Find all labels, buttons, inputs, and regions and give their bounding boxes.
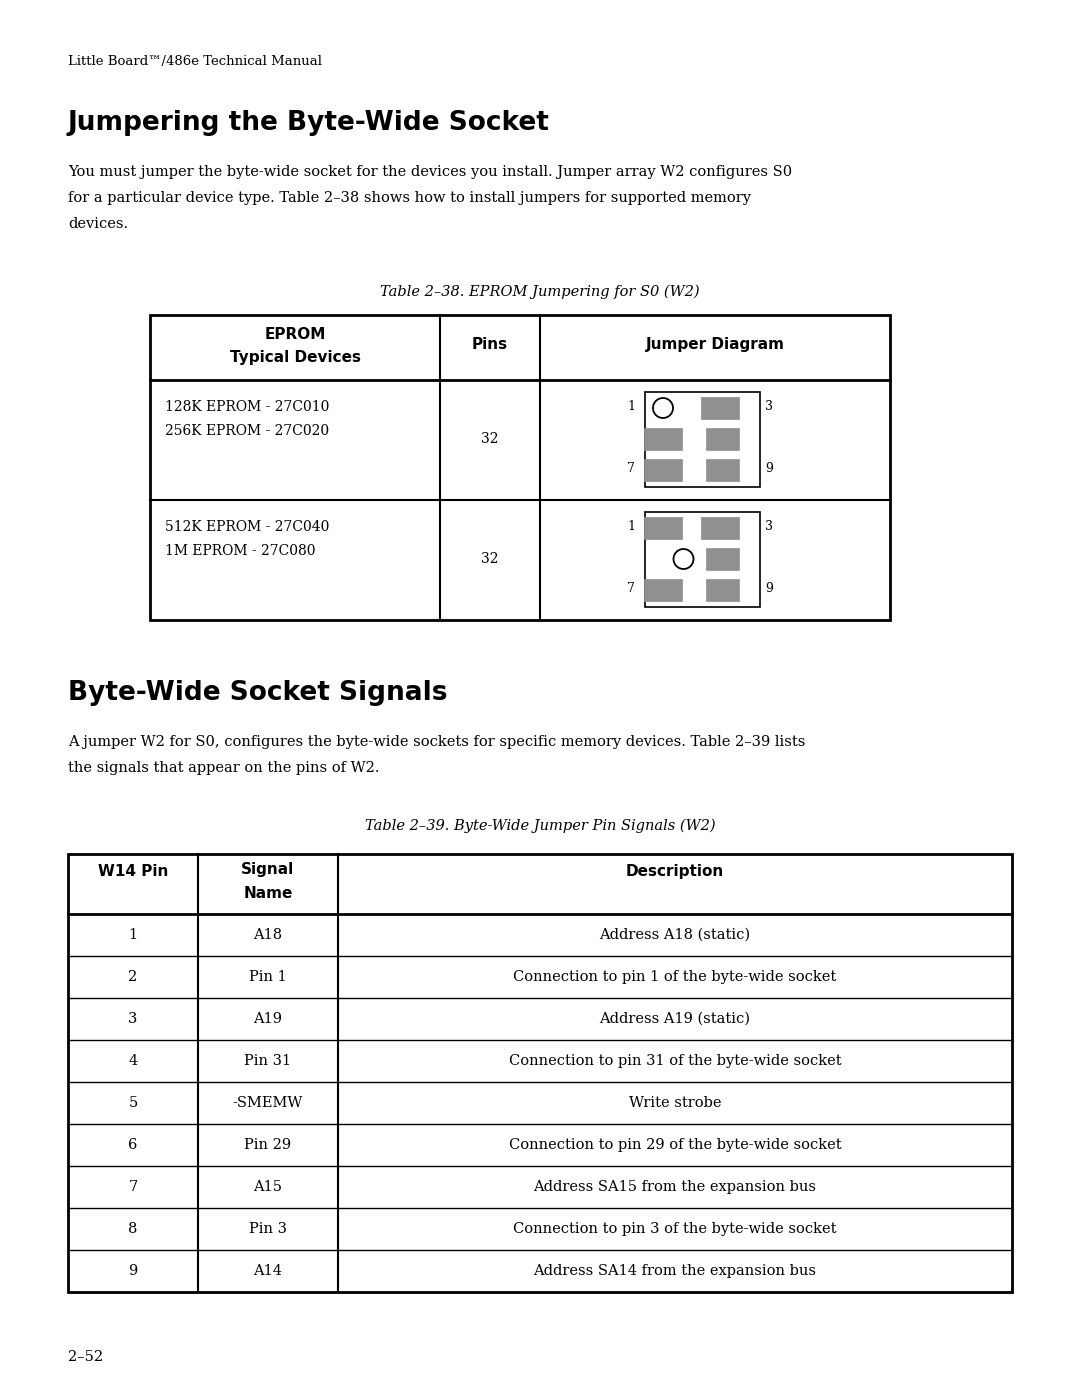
Text: 2: 2 — [129, 970, 137, 983]
Text: 128K EPROM - 27C010: 128K EPROM - 27C010 — [165, 400, 329, 414]
Text: Address SA15 from the expansion bus: Address SA15 from the expansion bus — [534, 1180, 816, 1194]
Text: Connection to pin 31 of the byte-wide socket: Connection to pin 31 of the byte-wide so… — [509, 1053, 841, 1067]
Text: You must jumper the byte-wide socket for the devices you install. Jumper array W: You must jumper the byte-wide socket for… — [68, 165, 792, 179]
Text: 1M EPROM - 27C080: 1M EPROM - 27C080 — [165, 543, 315, 557]
Text: Connection to pin 29 of the byte-wide socket: Connection to pin 29 of the byte-wide so… — [509, 1139, 841, 1153]
Text: A19: A19 — [254, 1011, 283, 1025]
Text: A18: A18 — [254, 928, 283, 942]
Text: devices.: devices. — [68, 217, 129, 231]
Bar — [150, 314, 890, 620]
Text: 9: 9 — [129, 1264, 137, 1278]
Text: Byte-Wide Socket Signals: Byte-Wide Socket Signals — [68, 680, 447, 705]
Text: 5: 5 — [129, 1097, 137, 1111]
Text: the signals that appear on the pins of W2.: the signals that appear on the pins of W… — [68, 761, 379, 775]
Circle shape — [674, 549, 693, 569]
Text: W14 Pin: W14 Pin — [98, 863, 168, 879]
Bar — [644, 460, 681, 481]
Bar — [645, 393, 760, 488]
Text: Table 2–38. EPROM Jumpering for S0 (W2): Table 2–38. EPROM Jumpering for S0 (W2) — [380, 285, 700, 299]
Text: 8: 8 — [129, 1222, 137, 1236]
Text: Little Board™/486e Technical Manual: Little Board™/486e Technical Manual — [68, 54, 322, 68]
Text: 3: 3 — [765, 401, 773, 414]
Text: Address A18 (static): Address A18 (static) — [599, 928, 751, 942]
Text: Jumper Diagram: Jumper Diagram — [646, 337, 784, 352]
Text: Table 2–39. Byte-Wide Jumper Pin Signals (W2): Table 2–39. Byte-Wide Jumper Pin Signals… — [365, 819, 715, 834]
Bar — [644, 517, 681, 539]
Text: Pin 3: Pin 3 — [249, 1222, 287, 1236]
Text: Write strobe: Write strobe — [629, 1097, 721, 1111]
Text: Jumpering the Byte-Wide Socket: Jumpering the Byte-Wide Socket — [68, 110, 550, 136]
Text: Signal: Signal — [241, 862, 295, 877]
Text: Address A19 (static): Address A19 (static) — [599, 1011, 751, 1025]
Circle shape — [653, 398, 673, 418]
Bar — [706, 460, 739, 481]
Text: Pin 29: Pin 29 — [244, 1139, 292, 1153]
Bar — [644, 578, 681, 601]
Text: 1: 1 — [627, 521, 635, 534]
Bar — [706, 578, 739, 601]
Text: 512K EPROM - 27C040: 512K EPROM - 27C040 — [165, 520, 329, 534]
Text: Typical Devices: Typical Devices — [229, 351, 361, 365]
Text: for a particular device type. Table 2–38 shows how to install jumpers for suppor: for a particular device type. Table 2–38… — [68, 191, 751, 205]
Text: EPROM: EPROM — [265, 327, 326, 342]
Text: 9: 9 — [765, 583, 773, 595]
Text: Name: Name — [243, 886, 293, 901]
Text: 3: 3 — [765, 521, 773, 534]
Text: 32: 32 — [482, 552, 499, 566]
Text: Pin 1: Pin 1 — [249, 970, 287, 983]
Text: 2–52: 2–52 — [68, 1350, 103, 1363]
Bar — [701, 397, 739, 419]
Text: 4: 4 — [129, 1053, 137, 1067]
Text: A15: A15 — [254, 1180, 283, 1194]
Text: Description: Description — [626, 863, 724, 879]
Text: 7: 7 — [627, 462, 635, 475]
Text: 1: 1 — [129, 928, 137, 942]
Text: 7: 7 — [627, 583, 635, 595]
Text: 256K EPROM - 27C020: 256K EPROM - 27C020 — [165, 425, 329, 439]
Text: 3: 3 — [129, 1011, 137, 1025]
Text: 7: 7 — [129, 1180, 137, 1194]
Text: 1: 1 — [627, 401, 635, 414]
Bar — [645, 511, 760, 608]
Bar — [644, 427, 681, 450]
Text: Pins: Pins — [472, 337, 508, 352]
Text: 9: 9 — [765, 462, 773, 475]
Text: Connection to pin 1 of the byte-wide socket: Connection to pin 1 of the byte-wide soc… — [513, 970, 837, 983]
Bar — [706, 427, 739, 450]
Text: A jumper W2 for S0, configures the byte-wide sockets for specific memory devices: A jumper W2 for S0, configures the byte-… — [68, 735, 806, 749]
Text: A14: A14 — [254, 1264, 283, 1278]
Text: Pin 31: Pin 31 — [244, 1053, 292, 1067]
Bar — [701, 517, 739, 539]
Text: Connection to pin 3 of the byte-wide socket: Connection to pin 3 of the byte-wide soc… — [513, 1222, 837, 1236]
Text: 6: 6 — [129, 1139, 137, 1153]
Text: -SMEMW: -SMEMW — [233, 1097, 303, 1111]
Text: 32: 32 — [482, 432, 499, 446]
Bar — [706, 548, 739, 570]
Bar — [68, 854, 1012, 1292]
Text: Address SA14 from the expansion bus: Address SA14 from the expansion bus — [534, 1264, 816, 1278]
